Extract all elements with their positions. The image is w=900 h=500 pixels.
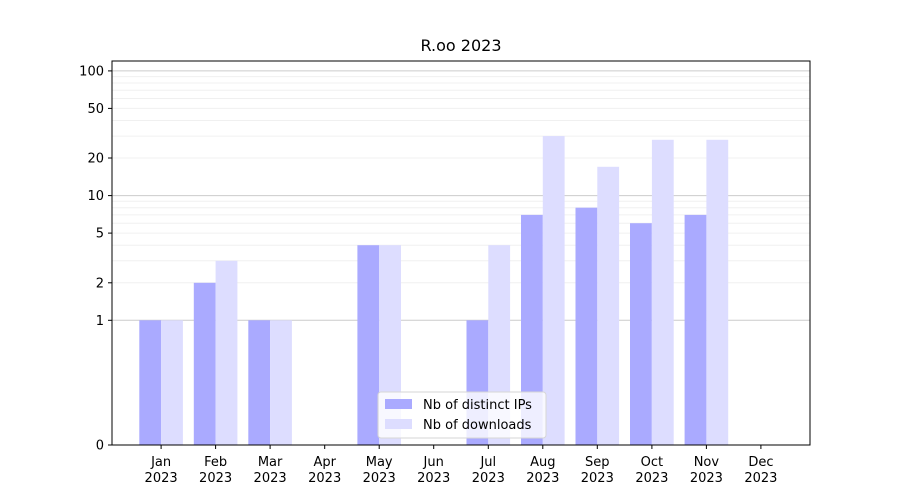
x-tick-sublabel: 2023 [145,471,178,486]
bar-downloads-oct [651,139,674,446]
bar-downloads-nov [706,139,729,446]
legend-swatch [385,419,412,429]
x-tick-sublabel: 2023 [744,471,777,486]
x-tick-label: Feb [204,455,227,470]
chart-title: R.oo 2023 [420,36,501,55]
legend-label: Nb of downloads [423,418,532,433]
y-tick-label: 5 [96,227,104,242]
bars [139,136,729,446]
bar-distinct-ips-jan [139,320,162,445]
x-tick-label: Nov [694,455,720,470]
bar-downloads-aug [542,136,565,445]
x-tick-label: Jan [150,455,171,470]
x-tick-sublabel: 2023 [363,471,396,486]
y-tick-label: 0 [96,439,104,454]
x-tick-sublabel: 2023 [526,471,559,486]
plot-frame [111,60,811,446]
x-tick-label: Apr [313,455,336,470]
x-tick-label: Sep [585,455,610,470]
grid [112,70,810,321]
x-tick-sublabel: 2023 [581,471,614,486]
x-tick-sublabel: 2023 [635,471,668,486]
bar-downloads-jan [161,320,183,445]
x-tick-label: Oct [641,455,663,470]
legend-swatch [385,399,412,409]
y-tick-label: 20 [87,152,104,167]
y-axis: 0 1 2 5 10 20 50 100 [79,64,112,454]
legend-box [377,391,547,439]
bar-downloads-feb [215,260,238,445]
bar-distinct-ips-may [357,245,380,445]
x-tick-sublabel: 2023 [472,471,505,486]
x-tick-label: Jul [479,455,496,470]
y-tick-label: 50 [87,102,104,117]
y-tick-label: 100 [79,64,104,79]
x-tick-label: Mar [258,455,283,470]
y-tick-label: 10 [87,189,104,204]
bar-distinct-ips-sep [575,207,598,445]
bar-distinct-ips-nov [684,214,707,445]
x-tick-sublabel: 2023 [199,471,232,486]
bar-downloads-sep [597,166,620,446]
x-tick-sublabel: 2023 [308,471,341,486]
bar-distinct-ips-mar [248,320,271,445]
x-tick-label: Dec [748,455,773,470]
x-tick-label: Aug [530,455,555,470]
x-tick-label: Jun [423,455,444,470]
bar-downloads-mar [270,320,292,445]
x-tick-sublabel: 2023 [690,471,723,486]
x-tick-label: May [366,455,393,470]
legend-label: Nb of distinct IPs [423,398,532,413]
bar-distinct-ips-oct [630,223,652,445]
y-tick-label: 2 [96,276,104,291]
x-axis: Jan2023Feb2023Mar2023Apr2023May2023Jun20… [145,445,777,486]
x-tick-sublabel: 2023 [417,471,450,486]
legend: Nb of distinct IPs Nb of downloads [377,391,547,439]
x-tick-sublabel: 2023 [254,471,287,486]
bar-distinct-ips-aug [521,214,543,445]
y-tick-label: 1 [96,314,104,329]
bar-distinct-ips-feb [193,282,216,445]
